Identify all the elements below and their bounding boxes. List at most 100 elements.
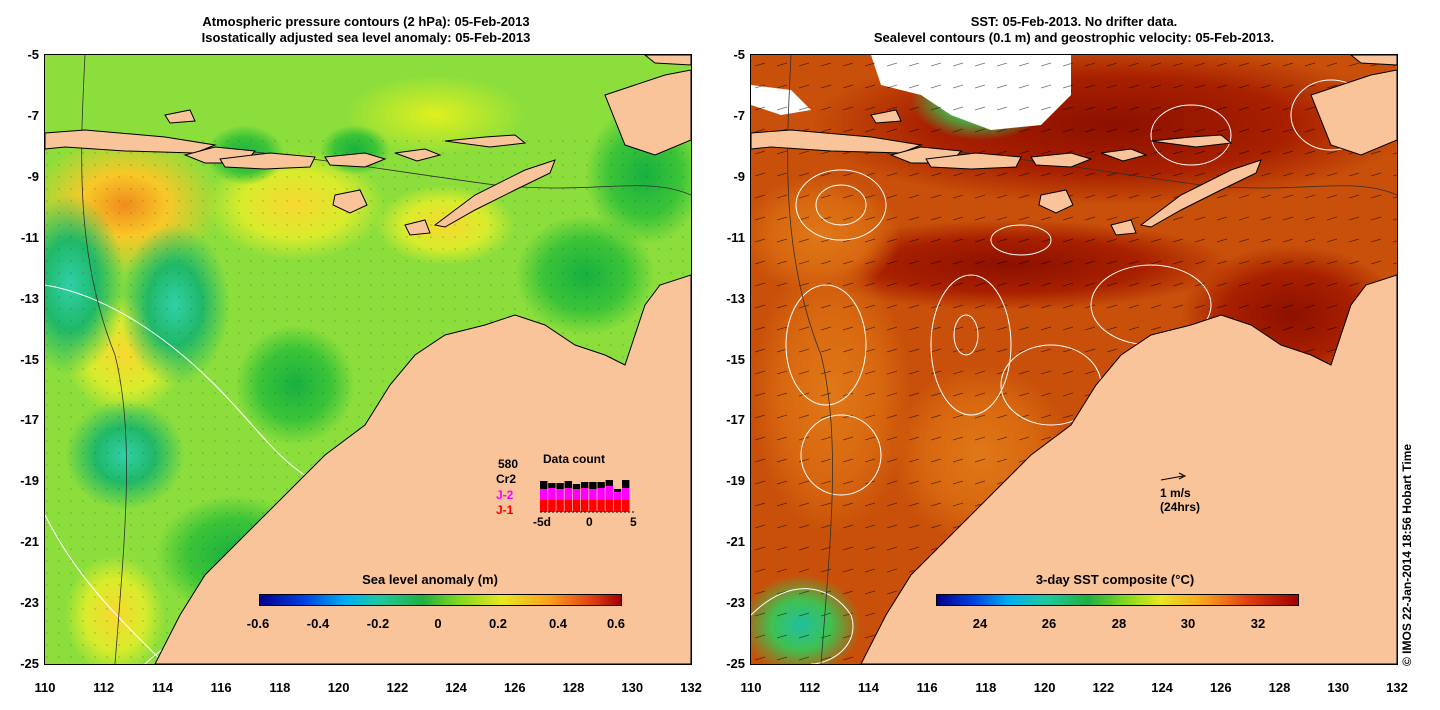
latitude-tick-label: -17 xyxy=(726,412,745,428)
right-title-line2: Sealevel contours (0.1 m) and geostrophi… xyxy=(873,30,1275,45)
longitude-tick-label: 132 xyxy=(1386,680,1408,695)
histogram-bar-segment xyxy=(581,500,589,512)
histogram-bar-segment xyxy=(564,481,572,488)
histogram-bar-segment xyxy=(572,484,581,489)
sla-tick: -0.6 xyxy=(246,616,270,631)
histogram-bar-segment xyxy=(548,500,556,512)
histogram-bar-segment xyxy=(572,489,581,500)
histogram-bar-segment xyxy=(597,488,605,500)
right-map-frame xyxy=(750,54,1398,665)
histogram-bar-segment xyxy=(613,500,622,512)
histogram-bar-segment xyxy=(581,482,589,488)
histogram-bar-segment xyxy=(589,489,597,500)
data-count-histogram xyxy=(540,480,635,513)
histogram-bar-segment xyxy=(605,480,613,486)
latitude-tick-label: -9 xyxy=(733,168,745,184)
longitude-tick-label: 118 xyxy=(269,680,291,695)
longitude-tick-label: 110 xyxy=(740,680,762,695)
data-count-number: 580 xyxy=(498,457,519,471)
latitude-tick-label: -19 xyxy=(726,473,745,489)
longitude-tick-label: 116 xyxy=(916,680,938,695)
histogram-bar-segment xyxy=(622,500,630,512)
latitude-tick-label: -5 xyxy=(733,47,745,62)
histogram-bar-segment xyxy=(622,480,630,488)
longitude-tick-label: 130 xyxy=(621,680,644,695)
latitude-tick-label: -23 xyxy=(20,595,39,611)
longitude-tick-label: 118 xyxy=(975,680,997,695)
sla-tick: -0.2 xyxy=(366,616,390,631)
longitude-tick-label: 114 xyxy=(151,680,173,695)
sst-tick: 26 xyxy=(1041,616,1057,631)
credit-text: © IMOS 22-Jan-2014 18:56 Hobart Time xyxy=(1400,443,1414,666)
data-count-axis-right: 5 xyxy=(630,515,637,529)
sla-tick: 0 xyxy=(434,616,442,631)
data-count-axis-mid: 0 xyxy=(586,515,593,529)
latitude-tick-label: -19 xyxy=(20,473,39,489)
longitude-tick-label: 120 xyxy=(327,680,350,695)
data-count-title: Data count xyxy=(543,452,606,466)
longitude-tick-label: 110 xyxy=(34,680,56,695)
latitude-tick-label: -25 xyxy=(726,656,745,671)
velocity-scale-sublabel: (24hrs) xyxy=(1160,500,1201,514)
histogram-bar-segment xyxy=(540,500,548,512)
latitude-tick-label: -7 xyxy=(27,107,39,123)
velocity-scale-label: 1 m/s xyxy=(1160,486,1191,500)
sst-tick: 32 xyxy=(1250,616,1266,631)
longitude-tick-label: 120 xyxy=(1033,680,1056,695)
longitude-tick-label: 126 xyxy=(1209,680,1232,695)
histogram-bar-segment xyxy=(613,489,622,492)
histogram-bar-segment xyxy=(605,500,613,512)
sla-tick: 0.4 xyxy=(548,616,568,631)
latitude-tick-label: -5 xyxy=(27,47,39,62)
histogram-bar-segment xyxy=(597,482,605,488)
longitude-tick-label: 124 xyxy=(1151,680,1173,695)
sst-colorbar xyxy=(936,594,1299,606)
sea-level-anomaly-map xyxy=(45,55,691,664)
sla-colorbar-title: Sea level anomaly (m) xyxy=(362,572,498,587)
histogram-bar-segment xyxy=(564,488,572,500)
latitude-tick-label: -9 xyxy=(27,168,39,184)
histogram-bar-segment xyxy=(605,486,613,500)
latitude-tick-label: -15 xyxy=(726,351,745,367)
sst-tick: 24 xyxy=(972,616,988,631)
histogram-bar-segment xyxy=(613,492,622,500)
histogram-bar-segment xyxy=(572,500,581,512)
left-map-frame xyxy=(44,54,692,665)
longitude-tick-label: 114 xyxy=(857,680,879,695)
longitude-tick-label: 116 xyxy=(210,680,232,695)
sst-colorbar-title: 3-day SST composite (°C) xyxy=(1035,572,1195,587)
histogram-bar-segment xyxy=(564,500,572,512)
sla-tick: -0.4 xyxy=(306,616,330,631)
data-count-axis-left: -5d xyxy=(533,515,551,529)
latitude-tick-label: -21 xyxy=(726,534,745,550)
left-title-line1: Atmospheric pressure contours (2 hPa): 0… xyxy=(202,14,530,29)
latitude-tick-label: -21 xyxy=(20,534,39,550)
data-count-j2-label: J-2 xyxy=(496,488,514,502)
histogram-bar-segment xyxy=(622,488,630,500)
latitude-tick-label: -23 xyxy=(726,595,745,611)
latitude-tick-label: -25 xyxy=(20,656,39,671)
sst-tick: 28 xyxy=(1111,616,1127,631)
longitude-tick-label: 128 xyxy=(562,680,585,695)
latitude-tick-label: -15 xyxy=(20,351,39,367)
longitude-tick-label: 124 xyxy=(445,680,467,695)
histogram-bar-segment xyxy=(540,489,548,500)
longitude-tick-label: 122 xyxy=(1092,680,1115,695)
longitude-tick-label: 128 xyxy=(1268,680,1291,695)
histogram-bar-segment xyxy=(556,500,564,512)
right-title-line1: SST: 05-Feb-2013. No drifter data. xyxy=(970,14,1178,29)
histogram-bar-segment xyxy=(548,488,556,500)
sst-map xyxy=(751,55,1397,664)
longitude-tick-label: 112 xyxy=(799,680,821,695)
latitude-tick-label: -13 xyxy=(20,290,39,306)
longitude-tick-label: 126 xyxy=(503,680,526,695)
histogram-bar-segment xyxy=(556,489,564,500)
latitude-tick-label: -13 xyxy=(726,290,745,306)
histogram-bar-segment xyxy=(589,482,597,489)
sst-tick: 30 xyxy=(1180,616,1196,631)
longitude-tick-label: 132 xyxy=(680,680,702,695)
histogram-bar-segment xyxy=(581,488,589,500)
histogram-bar-segment xyxy=(556,483,564,489)
sla-tick: 0.6 xyxy=(606,616,626,631)
data-count-cr2-label: Cr2 xyxy=(496,472,517,486)
